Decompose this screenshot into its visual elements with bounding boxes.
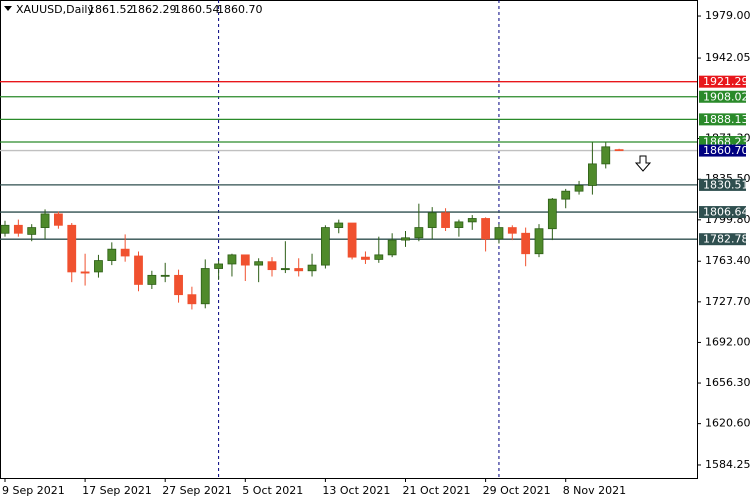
x-tick-label: 29 Oct 2021 bbox=[483, 484, 551, 497]
x-tick-label: 8 Nov 2021 bbox=[563, 484, 626, 497]
header-close: 1860.70 bbox=[217, 3, 263, 16]
candle-body bbox=[561, 190, 571, 200]
candle-body bbox=[294, 268, 304, 272]
candle-body bbox=[174, 274, 183, 296]
candle-body bbox=[307, 264, 317, 272]
candle-body bbox=[534, 228, 544, 255]
candle-body bbox=[387, 239, 397, 256]
candle-body bbox=[547, 198, 557, 230]
candle-body bbox=[160, 274, 170, 277]
chart-header: XAUUSD,Daily 1861.52 1862.29 1860.54 186… bbox=[4, 3, 263, 16]
arrow-icon bbox=[634, 155, 652, 172]
candle-body bbox=[334, 222, 344, 228]
x-tick-label: 5 Oct 2021 bbox=[242, 484, 303, 497]
candle-body bbox=[494, 227, 504, 240]
candle-body bbox=[574, 185, 584, 192]
candle-body bbox=[467, 218, 477, 223]
candle-body bbox=[254, 261, 264, 266]
y-tick-label: 1620.60 bbox=[705, 417, 751, 430]
x-tick-label: 17 Sep 2021 bbox=[82, 484, 152, 497]
candle-body bbox=[414, 227, 424, 239]
level-label-bg bbox=[699, 144, 746, 157]
header-low: 1860.54 bbox=[174, 3, 220, 16]
candle-body bbox=[40, 213, 50, 228]
x-tick-label: 27 Sep 2021 bbox=[162, 484, 232, 497]
candle-body bbox=[214, 263, 224, 269]
candle-body bbox=[320, 227, 330, 266]
candle-body bbox=[374, 254, 384, 260]
y-tick-label: 1692.00 bbox=[705, 335, 751, 348]
candle-body bbox=[454, 221, 464, 228]
y-tick-label: 1584.25 bbox=[705, 458, 751, 471]
candle-body bbox=[507, 227, 517, 234]
chart-title: XAUUSD,Daily bbox=[16, 3, 94, 16]
level-label-bg bbox=[699, 75, 746, 88]
x-tick-label: 9 Sep 2021 bbox=[2, 484, 65, 497]
candle-body bbox=[147, 274, 157, 285]
level-label-bg bbox=[699, 206, 746, 219]
candle-body bbox=[134, 255, 143, 285]
header-open: 1861.52 bbox=[88, 3, 134, 16]
level-label: 1888.13 bbox=[703, 113, 749, 126]
candle-body bbox=[107, 248, 117, 261]
x-tick-label: 13 Oct 2021 bbox=[322, 484, 390, 497]
level-label: 1782.78 bbox=[703, 233, 749, 246]
candle-body bbox=[280, 268, 290, 271]
candle-body bbox=[94, 260, 103, 273]
candle-body bbox=[401, 237, 410, 241]
y-tick-label: 1942.05 bbox=[705, 51, 751, 64]
candle-body bbox=[13, 224, 23, 234]
candle-body bbox=[521, 232, 531, 255]
y-tick-label: 1763.40 bbox=[705, 254, 751, 267]
candle-body bbox=[227, 254, 237, 265]
level-label: 1830.51 bbox=[703, 178, 749, 191]
y-tick-label: 1656.30 bbox=[705, 376, 751, 389]
candle-body bbox=[427, 212, 437, 228]
candle-body bbox=[588, 163, 597, 186]
candle-body bbox=[267, 261, 277, 271]
y-tick-label: 1727.70 bbox=[705, 295, 751, 308]
level-label: 1806.64 bbox=[703, 206, 749, 219]
level-label: 1908.02 bbox=[703, 90, 749, 103]
candle-body bbox=[481, 218, 491, 240]
candle-body bbox=[0, 224, 10, 234]
candle-body bbox=[54, 213, 63, 226]
y-tick-label: 1979.00 bbox=[705, 9, 751, 22]
level-label: 1921.29 bbox=[703, 75, 749, 88]
level-label-bg bbox=[699, 90, 746, 103]
candle-body bbox=[67, 224, 77, 273]
candle-body bbox=[187, 294, 197, 305]
level-label-bg bbox=[699, 178, 746, 191]
candle-body bbox=[601, 146, 611, 165]
candle-body bbox=[240, 254, 250, 266]
candle-body bbox=[441, 212, 450, 228]
candle-body bbox=[27, 227, 37, 235]
candle-body bbox=[200, 268, 210, 305]
candle-body bbox=[120, 248, 130, 257]
candle-body bbox=[80, 271, 90, 274]
level-label-bg bbox=[699, 233, 746, 246]
level-label-bg bbox=[699, 113, 746, 126]
x-tick-label: 21 Oct 2021 bbox=[403, 484, 471, 497]
level-label: 1860.70 bbox=[703, 144, 749, 157]
header-high: 1862.29 bbox=[131, 3, 177, 16]
candle-body bbox=[614, 149, 624, 152]
header-icon bbox=[4, 6, 12, 11]
candle-body bbox=[361, 256, 370, 260]
candle-body bbox=[347, 222, 357, 258]
